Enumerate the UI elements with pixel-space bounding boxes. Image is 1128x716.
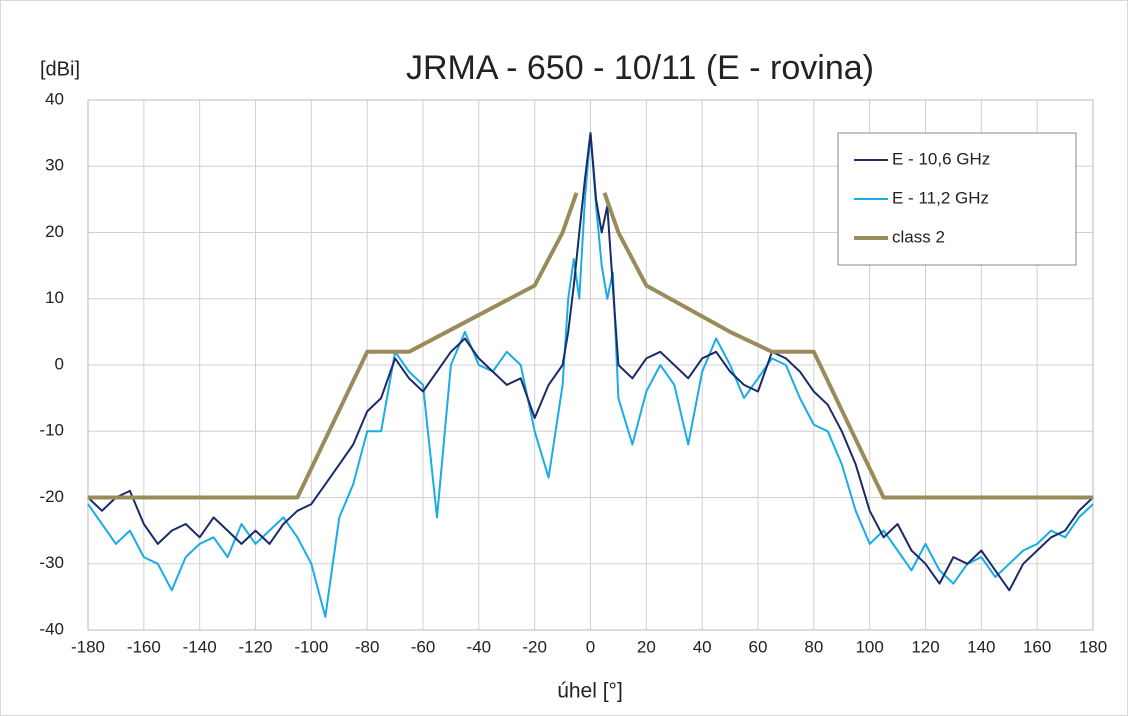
x-tick-label: 180 bbox=[1079, 637, 1107, 656]
legend-label: class 2 bbox=[892, 227, 945, 246]
x-tick-label: -180 bbox=[71, 637, 105, 656]
x-tick-label: 140 bbox=[967, 637, 995, 656]
y-tick-label: 30 bbox=[45, 156, 64, 175]
series-line bbox=[87, 132, 1094, 592]
y-tick-label: -40 bbox=[39, 619, 64, 638]
y-tick-label: -20 bbox=[39, 487, 64, 506]
x-tick-label: 60 bbox=[749, 637, 768, 656]
x-tick-label: 20 bbox=[637, 637, 656, 656]
legend-label: E - 11,2 GHz bbox=[892, 188, 989, 207]
x-tick-label: 120 bbox=[911, 637, 939, 656]
x-tick-label: 100 bbox=[855, 637, 883, 656]
x-axis-label: úhel [°] bbox=[557, 680, 623, 703]
x-tick-label: -120 bbox=[238, 637, 272, 656]
plot-frame bbox=[87, 99, 1094, 631]
x-tick-label: -100 bbox=[294, 637, 328, 656]
series-line bbox=[88, 192, 1093, 500]
y-axis-label: [dBi] bbox=[40, 58, 80, 80]
x-tick-label: -160 bbox=[127, 637, 161, 656]
x-tick-label: 80 bbox=[804, 637, 823, 656]
y-tick-label: -10 bbox=[39, 421, 64, 440]
x-tick-label: 160 bbox=[1023, 637, 1051, 656]
y-tick-label: 10 bbox=[45, 288, 64, 307]
x-tick-label: 0 bbox=[586, 637, 595, 656]
chart-title: JRMA - 650 - 10/11 (E - rovina) bbox=[406, 49, 874, 87]
y-tick-label: 40 bbox=[45, 89, 64, 108]
x-tick-label: -80 bbox=[355, 637, 380, 656]
x-tick-label: -40 bbox=[467, 637, 492, 656]
x-tick-label: 40 bbox=[693, 637, 712, 656]
x-tick-label: -140 bbox=[183, 637, 217, 656]
y-tick-label: 20 bbox=[45, 222, 64, 241]
x-tick-label: -60 bbox=[411, 637, 436, 656]
legend-label: E - 10,6 GHz bbox=[892, 149, 990, 168]
y-tick-label: 0 bbox=[55, 354, 64, 373]
x-tick-label: -20 bbox=[522, 637, 547, 656]
y-tick-label: -30 bbox=[39, 553, 64, 572]
